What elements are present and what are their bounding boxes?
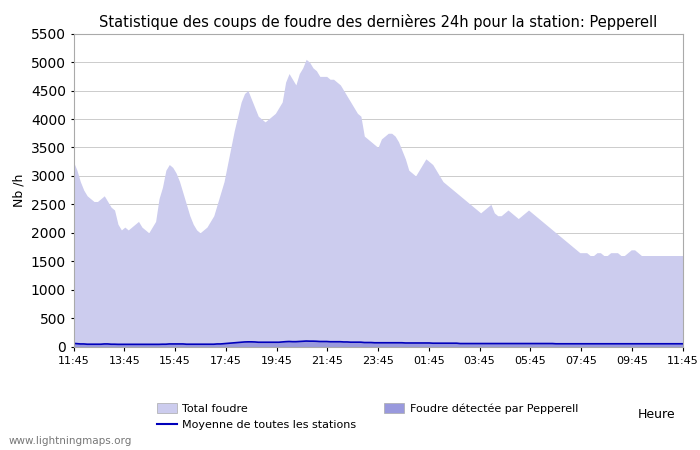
Legend: Total foudre, Moyenne de toutes les stations, Foudre détectée par Pepperell: Total foudre, Moyenne de toutes les stat… — [152, 399, 582, 435]
Text: Heure: Heure — [638, 408, 676, 421]
Y-axis label: Nb /h: Nb /h — [12, 173, 25, 207]
Text: www.lightningmaps.org: www.lightningmaps.org — [8, 436, 132, 446]
Title: Statistique des coups de foudre des dernières 24h pour la station: Pepperell: Statistique des coups de foudre des dern… — [99, 14, 657, 30]
